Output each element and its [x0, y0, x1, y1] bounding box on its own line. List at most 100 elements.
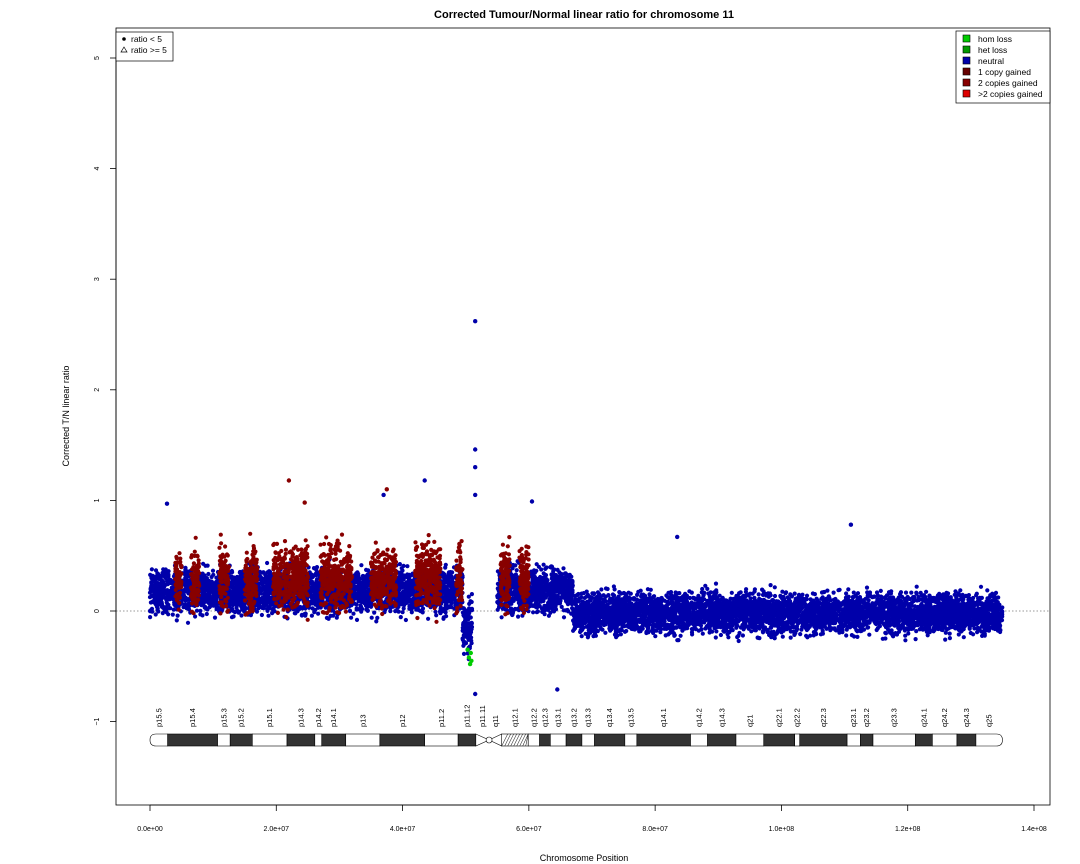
data-point [566, 580, 571, 585]
data-point [309, 613, 314, 618]
data-point [434, 613, 439, 618]
data-point [358, 583, 363, 588]
data-point [399, 572, 404, 577]
data-point [265, 560, 270, 566]
data-point [499, 615, 504, 620]
data-point [878, 588, 883, 594]
data-point [205, 563, 210, 568]
data-point [554, 588, 560, 593]
data-point [262, 587, 267, 592]
data-point [154, 582, 159, 587]
data-point [550, 607, 555, 612]
data-point [353, 591, 358, 596]
data-point [261, 606, 266, 611]
data-point [539, 593, 544, 598]
data-point [159, 578, 165, 584]
data-point [557, 570, 562, 575]
data-point [316, 605, 321, 610]
data-point [438, 610, 443, 615]
data-point [259, 612, 264, 618]
data-point [388, 609, 393, 614]
data-point [943, 637, 948, 642]
data-point [347, 608, 353, 613]
data-point [559, 604, 564, 610]
data-point [449, 583, 454, 588]
data-point [266, 578, 271, 583]
data-point [167, 590, 172, 595]
data-point [543, 595, 548, 600]
data-point [444, 614, 449, 619]
data-point [234, 605, 239, 611]
data-point [510, 609, 516, 615]
data-point [541, 562, 546, 567]
data-point [420, 610, 425, 615]
data-point [543, 582, 548, 587]
data-point [561, 615, 567, 620]
data-point [570, 579, 575, 584]
data-point [194, 608, 200, 613]
data-point [446, 591, 451, 597]
data-point [467, 601, 472, 607]
data-point [310, 597, 315, 602]
data-point [540, 585, 545, 590]
data-point [265, 607, 270, 612]
data-point [208, 584, 213, 589]
data-point [331, 613, 336, 618]
data-point [529, 603, 534, 608]
data-point [549, 594, 554, 599]
data-point [569, 574, 574, 579]
data-point [214, 575, 219, 580]
data-point [229, 574, 234, 579]
data-point [405, 585, 410, 590]
data-point [554, 583, 559, 588]
data-point [466, 594, 471, 599]
data-point [295, 609, 300, 614]
data-point [153, 568, 159, 573]
data-point [462, 642, 467, 647]
data-point [561, 566, 566, 571]
data-point [461, 651, 467, 657]
data-point [531, 610, 536, 615]
data-point [565, 607, 570, 613]
data-point [203, 586, 208, 591]
data-point [374, 619, 379, 624]
data-point [185, 597, 190, 602]
data-point [313, 592, 318, 597]
data-point [510, 590, 515, 595]
data-point [186, 581, 191, 586]
data-point [212, 591, 217, 596]
data-point [844, 633, 849, 638]
data-point [147, 590, 153, 595]
data-point [184, 586, 189, 591]
data-point [170, 612, 175, 617]
data-point [550, 588, 555, 593]
data-point [166, 572, 171, 577]
data-point [214, 579, 219, 584]
data-point [155, 572, 160, 578]
data-point [565, 572, 570, 578]
data-point [410, 600, 415, 605]
data-point [401, 606, 406, 611]
data-point [768, 583, 773, 588]
data-point [468, 629, 473, 634]
data-point [426, 616, 431, 621]
data-point [397, 562, 402, 567]
data-point [365, 608, 370, 613]
data-point [198, 608, 203, 613]
data-point [445, 574, 450, 579]
data-point [540, 609, 545, 615]
data-point [209, 596, 214, 601]
data-point [420, 606, 426, 611]
data-point [513, 582, 518, 587]
data-point [200, 613, 205, 618]
data-point [534, 604, 540, 609]
data-point [539, 581, 544, 586]
data-point [599, 587, 604, 592]
data-point [534, 590, 539, 595]
data-point [530, 596, 535, 601]
data-point [211, 602, 216, 607]
data-point [206, 591, 211, 597]
data-point [211, 572, 216, 577]
data-point [236, 609, 242, 614]
data-point [201, 579, 206, 584]
